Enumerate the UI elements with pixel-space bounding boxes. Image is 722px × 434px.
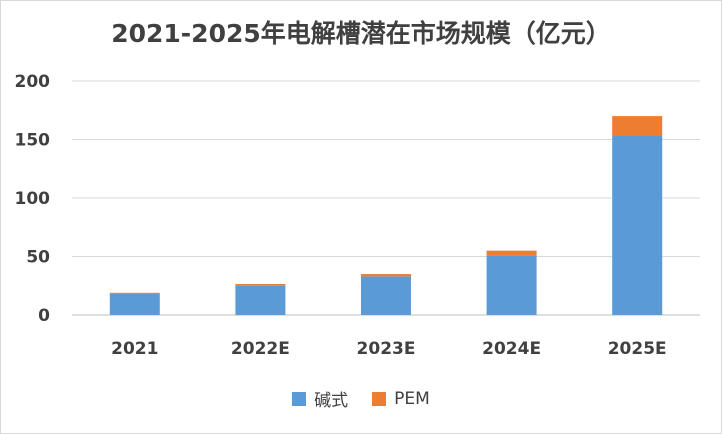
x-tick-label: 2025E: [608, 339, 667, 359]
legend-swatch-alkaline: [292, 391, 307, 406]
legend-item-pem: PEM: [372, 386, 430, 411]
bar-pem: [361, 274, 411, 277]
legend-item-alkaline: 碱式: [292, 386, 348, 411]
y-tick-label: 100: [15, 189, 51, 209]
legend-label-pem: PEM: [394, 388, 430, 409]
bar-alkaline: [486, 255, 537, 315]
bar-pem: [109, 292, 160, 294]
x-tick-label: 2021: [111, 339, 158, 359]
bar-alkaline: [612, 135, 663, 315]
x-tick-label: 2024E: [482, 339, 541, 359]
y-tick-label: 0: [38, 306, 50, 326]
legend-label-alkaline: 碱式: [314, 391, 349, 411]
legend: 碱式 PEM: [0, 386, 722, 411]
y-tick-label: 150: [15, 131, 51, 151]
bar-pem: [612, 116, 663, 136]
bar-alkaline: [109, 293, 160, 315]
bar-pem: [235, 283, 286, 286]
bar-alkaline: [361, 276, 411, 315]
bar-pem: [486, 250, 537, 256]
y-tick-label: 200: [15, 72, 51, 92]
x-tick-label: 2022E: [231, 339, 290, 359]
x-tick-label: 2023E: [357, 339, 416, 359]
legend-swatch-pem: [372, 391, 387, 406]
chart-title: 2021-2025年电解槽潜在市场规模（亿元）: [111, 19, 611, 48]
y-tick-label: 50: [26, 248, 50, 268]
bar-alkaline: [235, 285, 286, 315]
